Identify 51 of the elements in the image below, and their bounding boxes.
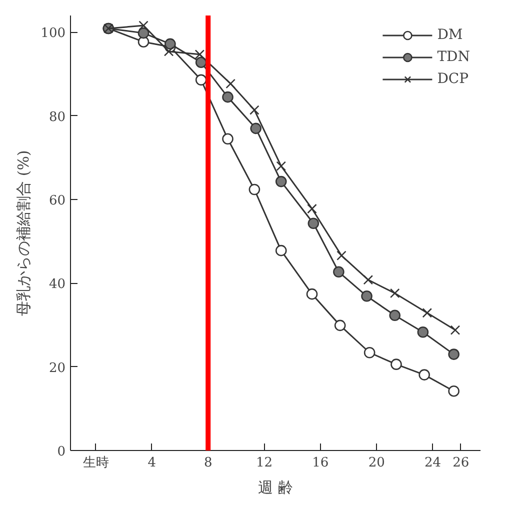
x-tick-label: 20: [368, 456, 385, 470]
x-tick-label: 24: [424, 456, 442, 470]
y-tick-label: 80: [48, 110, 66, 125]
y-tick-label: 0: [57, 444, 66, 460]
point: [336, 250, 346, 260]
y-axis-title: 母乳からの補給割合 (%): [14, 150, 33, 316]
point: [390, 358, 402, 370]
point: [307, 204, 317, 214]
point: [306, 288, 318, 300]
point: [138, 36, 150, 48]
y-tick-label: 100: [40, 26, 66, 42]
point: [334, 320, 346, 332]
point: [276, 161, 286, 171]
y-tick-label: 60: [48, 194, 66, 209]
point: [308, 218, 320, 230]
point: [390, 288, 400, 298]
point: [418, 369, 430, 380]
x-tick-label: 8: [204, 456, 212, 470]
point: [450, 325, 460, 335]
point: [138, 20, 148, 30]
point: [222, 133, 234, 145]
point: [448, 385, 460, 397]
point: [275, 176, 287, 188]
x-tick-label: 生時: [82, 456, 109, 470]
point: [275, 244, 287, 256]
legend-label: DM: [437, 27, 463, 43]
x-tick-label: 16: [312, 456, 329, 470]
point: [195, 74, 207, 86]
point: [138, 27, 150, 39]
point: [389, 310, 400, 322]
y-tick-label: 20: [48, 360, 66, 376]
point: [422, 308, 432, 318]
point: [194, 50, 205, 60]
x-tick-label: 26: [452, 456, 470, 470]
x-tick-label: 12: [256, 456, 273, 470]
point: [222, 91, 234, 103]
legend-label: TDN: [437, 49, 470, 65]
legend-label: DCP: [437, 71, 469, 87]
point: [248, 184, 260, 196]
point: [417, 326, 429, 338]
point: [250, 122, 262, 134]
point: [226, 78, 236, 89]
point: [333, 266, 344, 278]
point: [448, 348, 460, 360]
y-tick-label: 40: [48, 277, 66, 292]
point: [250, 105, 260, 115]
x-axis-title: 週 齢: [258, 478, 293, 496]
point: [364, 346, 376, 358]
point: [361, 290, 372, 302]
x-tick-label: 4: [148, 456, 156, 470]
point: [363, 274, 374, 285]
